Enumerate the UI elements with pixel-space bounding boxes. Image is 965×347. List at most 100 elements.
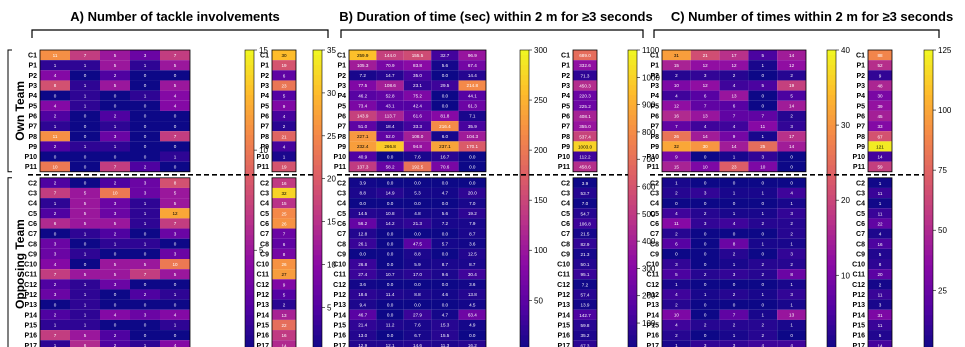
heatmap-cell	[130, 208, 160, 219]
heatmap-cell	[100, 90, 130, 101]
total-value: 121	[876, 144, 884, 149]
heatmap-cell	[662, 259, 691, 270]
row-label: C1	[337, 53, 346, 60]
heatmap-cell	[70, 248, 100, 259]
cell-value: 83.8	[413, 63, 422, 68]
total-colorbar-segment	[924, 315, 933, 321]
heatmap-cell	[40, 90, 70, 101]
total-row-label: P4	[561, 93, 570, 100]
cell-value: 1	[54, 343, 57, 347]
total-cell	[272, 151, 296, 162]
cell-value: 0.0	[442, 201, 449, 206]
cell-colorbar-segment	[827, 120, 836, 126]
total-cell	[272, 218, 296, 229]
cell-value: 0	[174, 73, 177, 78]
heatmap-cell	[748, 131, 778, 142]
cell-value: 5	[114, 53, 117, 58]
heatmap-cell	[70, 279, 100, 290]
heatmap-cell	[160, 151, 190, 162]
heatmap-cell	[748, 228, 778, 239]
cell-value: 2	[790, 231, 793, 236]
cell-colorbar-segment	[827, 270, 836, 276]
total-row-label: P10	[853, 154, 866, 161]
total-colorbar-segment	[313, 225, 322, 231]
heatmap-cell	[431, 198, 459, 209]
cell-colorbar-segment	[520, 165, 529, 171]
heatmap-cell	[40, 218, 70, 229]
heatmap-cell	[690, 269, 720, 280]
cell-colorbar-segment	[245, 235, 254, 241]
cell-colorbar-segment	[827, 300, 836, 306]
cell-value: 4	[704, 124, 707, 129]
row-label: P12	[647, 292, 660, 299]
total-colorbar-segment	[924, 280, 933, 286]
total-colorbar-segment	[628, 305, 637, 311]
heatmap-cell	[777, 131, 806, 142]
row-label: P6	[337, 113, 346, 120]
total-colorbar-segment	[924, 205, 933, 211]
cell-colorbar-segment	[520, 60, 529, 66]
heatmap-cell	[719, 110, 749, 122]
cell-colorbar-tick-label: 150	[534, 196, 548, 205]
cell-colorbar-segment	[827, 235, 836, 241]
total-value: 16	[281, 181, 287, 186]
heatmap-cell	[719, 319, 749, 331]
heatmap-cell	[40, 121, 70, 132]
heatmap-cell	[376, 228, 404, 239]
cell-colorbar-segment	[827, 125, 836, 131]
cell-colorbar-segment	[245, 110, 254, 116]
cell-value: 0.0	[442, 252, 449, 257]
row-label: P3	[28, 83, 37, 90]
heatmap-cell	[349, 279, 377, 290]
heatmap-cell	[40, 198, 70, 209]
heatmap-cell	[130, 80, 160, 91]
total-cell	[573, 110, 597, 122]
cell-value: 46.7	[358, 313, 367, 318]
cell-value: 3	[144, 191, 147, 196]
total-colorbar-segment	[628, 255, 637, 261]
cell-value: 0	[762, 93, 765, 98]
total-cell	[272, 198, 296, 209]
heatmap-cell	[130, 141, 160, 152]
heatmap-cell	[403, 198, 432, 209]
heatmap-cell	[458, 131, 486, 142]
heatmap-cell	[662, 177, 691, 188]
heatmap-cell	[40, 161, 70, 172]
cell-colorbar-segment	[827, 310, 836, 316]
cell-value: 0	[704, 333, 707, 338]
total-row-label: C12	[256, 282, 269, 289]
total-colorbar-segment	[628, 245, 637, 251]
heatmap-cell	[690, 187, 720, 199]
cell-colorbar-segment	[245, 345, 254, 347]
heatmap-cell	[40, 330, 70, 341]
heatmap-cell	[748, 248, 778, 259]
total-row-label: C2	[561, 180, 570, 187]
cell-colorbar-tick-label: 100	[534, 246, 548, 255]
cell-value: 6.0	[442, 134, 449, 139]
total-cell	[868, 110, 892, 122]
total-colorbar-tick-label: 800	[642, 128, 656, 137]
heatmap-cell	[130, 151, 160, 162]
total-row-label: C11	[853, 272, 866, 279]
total-colorbar-segment	[313, 190, 322, 196]
cell-value: 0	[144, 83, 147, 88]
total-frame-top	[572, 49, 598, 173]
cell-value: 7	[114, 164, 117, 169]
cell-value: 16.7	[440, 154, 449, 159]
heatmap-cell	[376, 177, 404, 188]
row-label: P6	[28, 113, 37, 120]
cell-value: 7	[733, 313, 736, 318]
cell-colorbar-segment	[520, 215, 529, 221]
total-colorbar-segment	[313, 290, 322, 296]
total-colorbar-segment	[313, 135, 322, 141]
cell-value: 5	[114, 221, 117, 226]
total-colorbar-segment	[313, 50, 322, 56]
cell-value: 0	[704, 201, 707, 206]
heatmap-cell	[130, 177, 160, 188]
cell-colorbar-segment	[245, 115, 254, 121]
heatmap-cell	[777, 110, 806, 122]
heatmap-cell	[100, 80, 130, 91]
total-colorbar-segment	[924, 265, 933, 271]
total-row-label: C4	[260, 201, 269, 208]
total-colorbar-segment	[313, 205, 322, 211]
